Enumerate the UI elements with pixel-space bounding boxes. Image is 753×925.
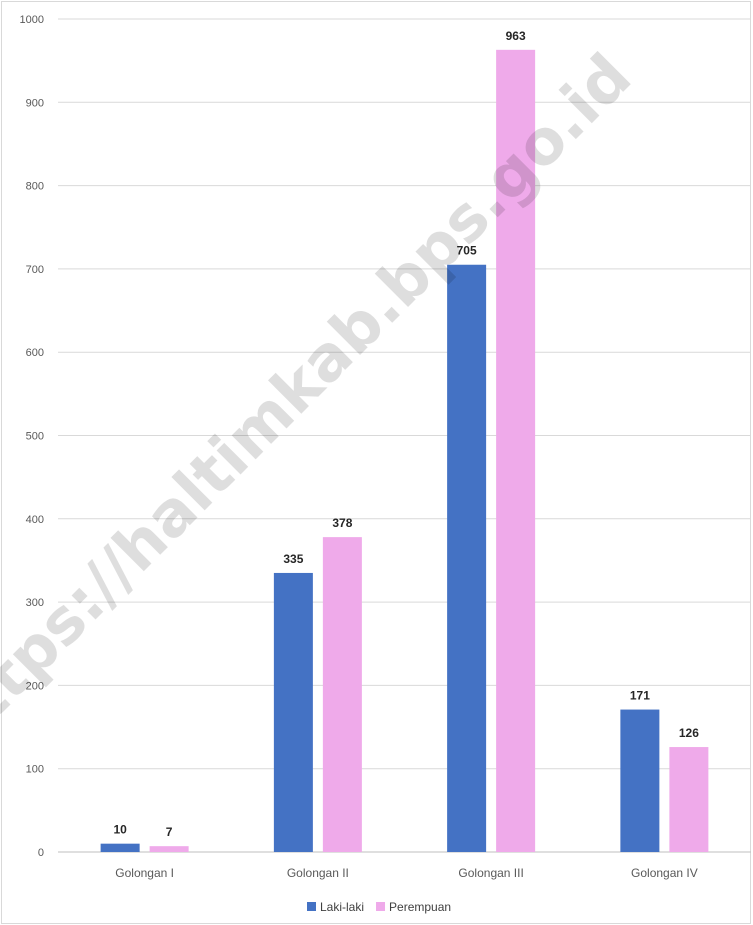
data-label: 7 — [166, 825, 173, 839]
data-label: 705 — [457, 244, 477, 258]
data-label: 171 — [630, 689, 650, 703]
y-tick-label: 100 — [26, 764, 44, 776]
data-label: 126 — [679, 726, 699, 740]
bar-laki-laki — [273, 572, 313, 852]
bar-laki-laki — [447, 264, 487, 852]
y-tick-label: 500 — [26, 431, 44, 443]
bar-laki-laki — [620, 709, 660, 852]
data-label: 10 — [113, 823, 127, 837]
x-axis-categories: Golongan I Golongan II Golongan III Golonga… — [115, 866, 697, 880]
category-label: Golongan III — [458, 866, 523, 880]
legend-label: Laki-laki — [320, 900, 364, 914]
bar-perempuan — [322, 537, 362, 852]
y-tick-label: 1000 — [20, 14, 44, 26]
y-tick-label: 700 — [26, 264, 44, 276]
y-tick-label: 900 — [26, 97, 44, 109]
y-tick-label: 300 — [26, 597, 44, 609]
legend: Laki-laki Perempuan — [307, 900, 451, 914]
y-tick-label: 200 — [26, 680, 44, 692]
bar-perempuan — [669, 747, 709, 852]
bar-perempuan — [149, 846, 189, 852]
y-tick-label: 0 — [38, 847, 44, 859]
data-label: 378 — [332, 516, 352, 530]
y-tick-label: 400 — [26, 514, 44, 526]
category-label: Golongan I — [115, 866, 174, 880]
y-tick-label: 600 — [26, 347, 44, 359]
bars — [100, 49, 709, 853]
bar-laki-laki — [100, 843, 140, 852]
bar-perempuan — [496, 49, 536, 853]
category-label: Golongan II — [287, 866, 349, 880]
legend-swatch — [376, 902, 386, 911]
legend-swatch — [307, 902, 316, 911]
data-labels: 10 7 335 378 705 963 171 126 — [113, 29, 699, 839]
legend-label: Perempuan — [389, 900, 451, 914]
data-label: 335 — [283, 552, 303, 566]
y-axis-ticks: 0 100 200 300 400 500 600 700 800 900 1000 — [20, 14, 44, 859]
data-label: 963 — [506, 29, 526, 43]
y-tick-label: 800 — [26, 181, 44, 193]
category-label: Golongan IV — [631, 866, 698, 880]
